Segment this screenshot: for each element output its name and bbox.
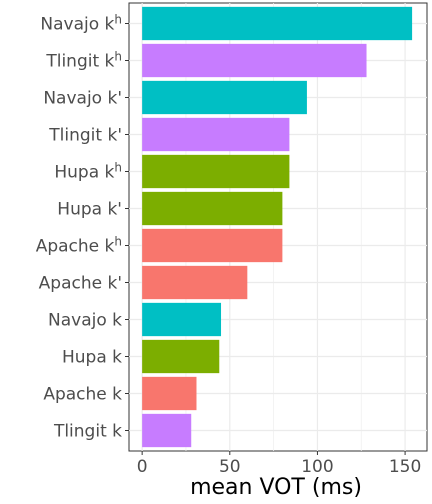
category-label: Tlingit k bbox=[53, 422, 122, 442]
category-label: Apache kh bbox=[36, 235, 122, 257]
bar bbox=[142, 339, 220, 374]
bar bbox=[142, 376, 197, 411]
x-tick-label: 100 bbox=[301, 457, 333, 477]
bar bbox=[142, 228, 283, 263]
category-labels: Navajo kh Tlingit kh Navajo k' Tlingit k' Hu… bbox=[36, 13, 129, 442]
category-label: Navajo k bbox=[48, 311, 122, 331]
category-label: Tlingit kh bbox=[45, 50, 122, 72]
x-tick-label: 50 bbox=[219, 457, 241, 477]
bar bbox=[142, 80, 307, 115]
category-label: Apache k' bbox=[39, 274, 122, 294]
x-axis-ticks: 0 50 100 150 bbox=[137, 451, 421, 477]
bars bbox=[142, 6, 413, 448]
bar bbox=[142, 154, 290, 189]
bar bbox=[142, 191, 283, 226]
category-label: Apache k bbox=[43, 385, 122, 405]
bar bbox=[142, 302, 222, 337]
bar bbox=[142, 43, 367, 78]
category-label: Hupa k bbox=[62, 348, 122, 368]
bar bbox=[142, 265, 248, 300]
category-label: Hupa kh bbox=[54, 161, 122, 183]
bar bbox=[142, 117, 290, 152]
category-label: Tlingit k' bbox=[48, 126, 122, 146]
x-tick-label: 0 bbox=[137, 457, 148, 477]
plot-panel bbox=[128, 2, 428, 452]
x-tick-label: 150 bbox=[389, 457, 421, 477]
category-label: Navajo k' bbox=[43, 89, 122, 109]
bar bbox=[142, 6, 413, 41]
bar bbox=[142, 413, 192, 448]
x-axis-title: mean VOT (ms) bbox=[190, 475, 362, 500]
category-label: Hupa k' bbox=[57, 200, 122, 220]
category-label: Navajo kh bbox=[40, 13, 122, 35]
